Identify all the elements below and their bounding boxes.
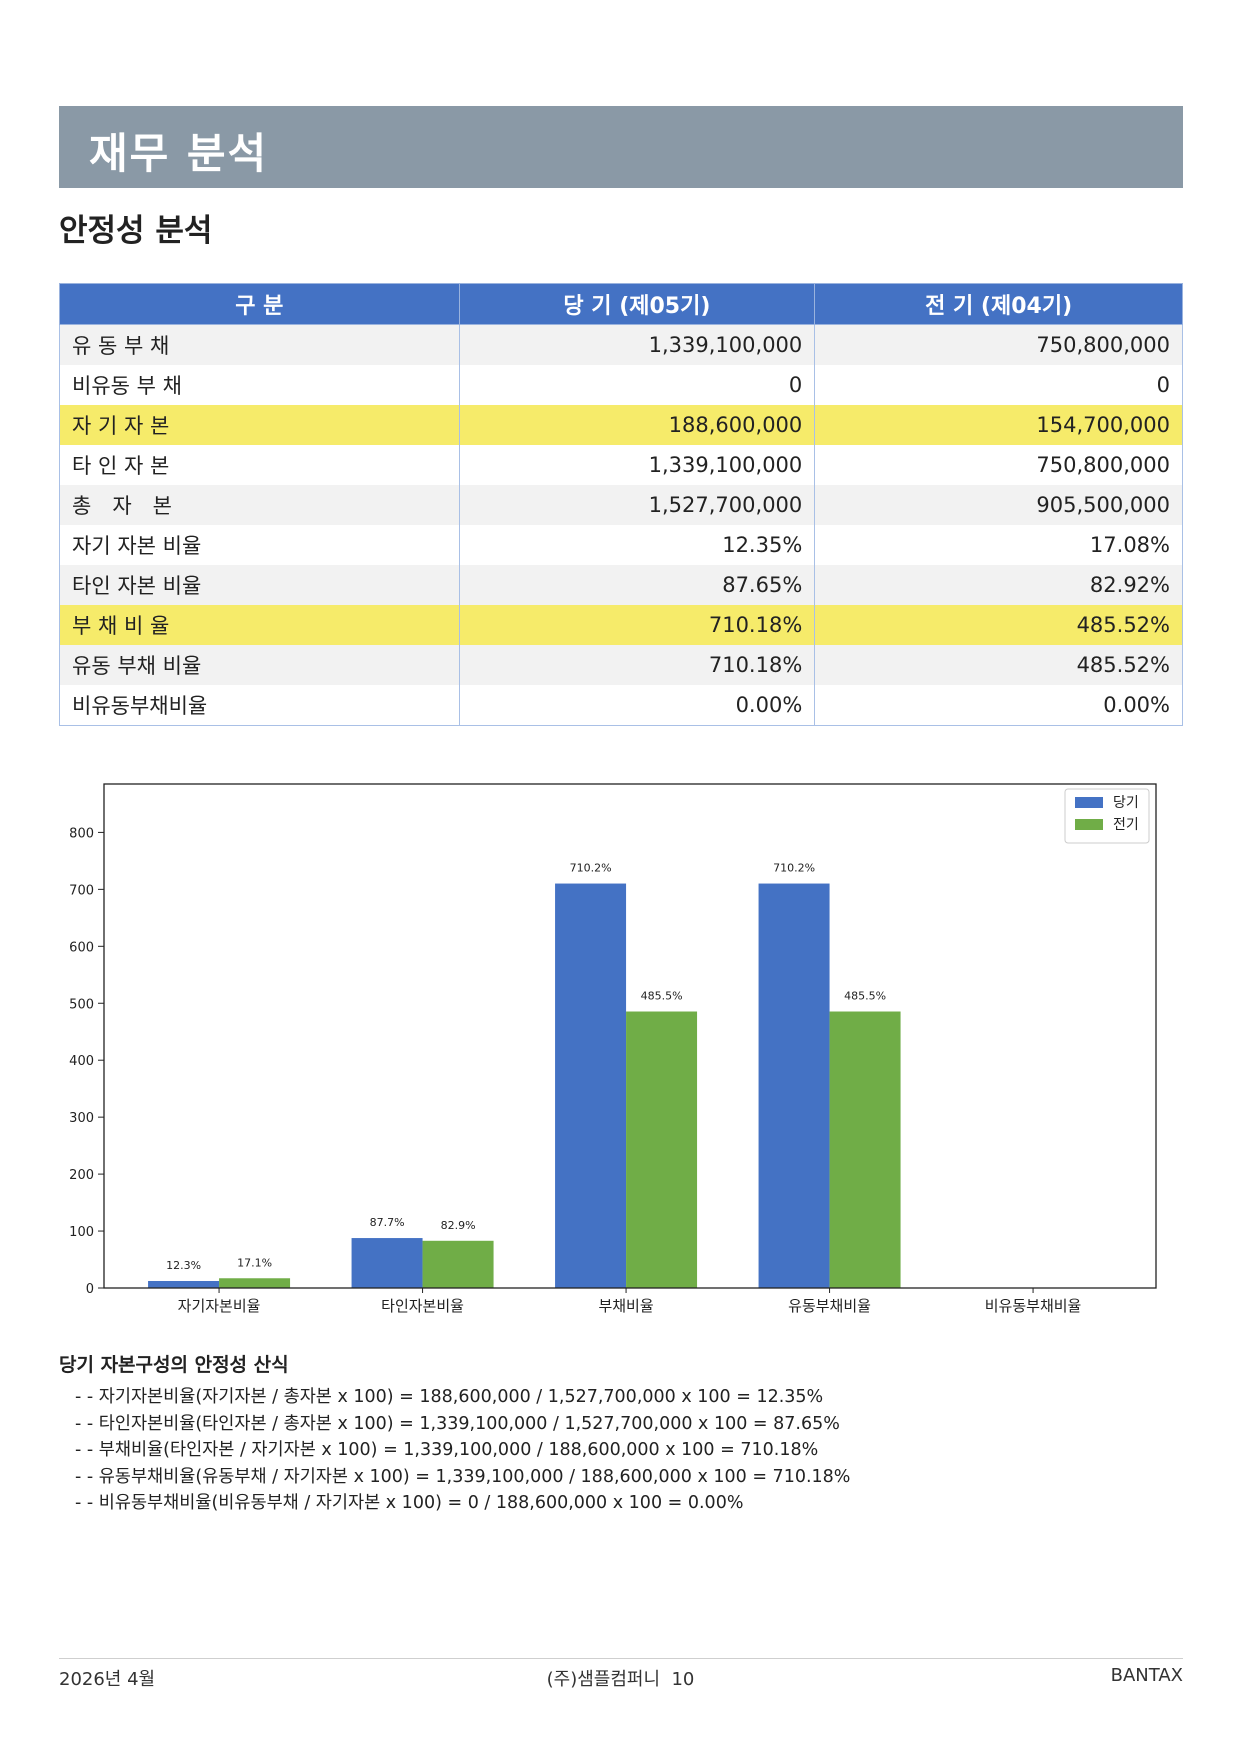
y-tick-label: 100 [69, 1225, 94, 1240]
y-tick-label: 300 [69, 1111, 94, 1126]
column-header-prior: 전 기 (제04기) [814, 283, 1183, 325]
x-tick-label: 부채비율 [598, 1297, 653, 1315]
table-row: 타 인 자 본 1,339,100,000 750,800,000 [59, 445, 1183, 485]
footer-company-page: (주)샘플컴퍼니 10 [546, 1669, 695, 1690]
y-tick-label: 500 [69, 997, 94, 1012]
row-label: 타인 자본 비율 [59, 565, 460, 605]
ratio-bar-chart: 0 100 200 300 400 500 600 700 800 12.3% 17.1% 자기자본비… [69, 783, 1157, 1315]
legend-swatch [1075, 819, 1103, 830]
row-current-value: 87.65% [458, 565, 816, 605]
bar-prior [626, 1011, 698, 1288]
row-current-value: 0.00% [458, 685, 816, 726]
formula-item: - - 유동부채비율(유동부채 / 자기자본 x 100) = 1,339,10… [75, 1466, 851, 1487]
bar-data-label: 485.5% [641, 990, 683, 1003]
row-prior-value: 0.00% [814, 685, 1183, 726]
bar-prior [219, 1278, 291, 1288]
row-prior-value: 905,500,000 [814, 485, 1183, 525]
table-row: 유동 부채 비율 710.18% 485.52% [59, 645, 1183, 685]
row-current-value: 0 [458, 365, 816, 405]
row-label: 비유동 부 채 [59, 365, 460, 405]
section-title: 안정성 분석 [59, 213, 213, 249]
x-tick-label: 타인자본비율 [381, 1297, 464, 1315]
formula-item: - - 비유동부채비율(비유동부채 / 자기자본 x 100) = 0 / 18… [75, 1493, 744, 1514]
y-tick-label: 200 [69, 1168, 94, 1183]
row-label: 타 인 자 본 [59, 445, 460, 485]
table-row: 총 자 본 1,527,700,000 905,500,000 [59, 485, 1183, 525]
bar-data-label: 12.3% [166, 1259, 201, 1272]
page-title: 재무 분석 [89, 129, 269, 178]
table-row: 자 기 자 본 188,600,000 154,700,000 [59, 405, 1183, 445]
bar-current [555, 883, 627, 1288]
row-current-value: 188,600,000 [458, 405, 816, 445]
row-label: 유동 부채 비율 [59, 645, 460, 685]
table-header-row: 구 분 당 기 (제05기) 전 기 (제04기) [59, 283, 1183, 325]
x-tick-label: 자기자본비율 [178, 1297, 261, 1315]
formula-item: - - 타인자본비율(타인자본 / 총자본 x 100) = 1,339,100… [75, 1413, 840, 1434]
row-current-value: 1,339,100,000 [458, 445, 816, 485]
row-prior-value: 82.92% [814, 565, 1183, 605]
footer-date: 2026년 4월 [59, 1669, 156, 1690]
row-current-value: 710.18% [458, 645, 816, 685]
x-tick-label: 비유동부채비율 [985, 1297, 1082, 1315]
footer-brand: BANTAX [1110, 1665, 1183, 1686]
y-tick-label: 600 [69, 940, 94, 955]
bar-data-label: 17.1% [237, 1256, 272, 1269]
plot-frame [103, 783, 1157, 1289]
table-row: 유 동 부 채 1,339,100,000 750,800,000 [59, 324, 1183, 365]
row-prior-value: 0 [814, 365, 1183, 405]
row-label: 자 기 자 본 [59, 405, 460, 445]
row-prior-value: 485.52% [814, 605, 1183, 645]
row-prior-value: 485.52% [814, 645, 1183, 685]
y-tick-label: 0 [86, 1282, 94, 1297]
formula-section-title: 당기 자본구성의 안정성 산식 [59, 1354, 289, 1376]
bar-data-label: 87.7% [370, 1216, 405, 1229]
row-current-value: 1,527,700,000 [458, 485, 816, 525]
legend-label: 당기 [1113, 795, 1139, 811]
row-label: 비유동부채비율 [59, 685, 460, 726]
row-prior-value: 750,800,000 [814, 324, 1183, 365]
x-tick-label: 유동부채비율 [788, 1297, 871, 1315]
row-current-value: 1,339,100,000 [458, 324, 816, 365]
bar-prior [829, 1011, 901, 1288]
footer-divider [59, 1658, 1183, 1659]
row-label: 부 채 비 율 [59, 605, 460, 645]
bar-prior [422, 1240, 494, 1288]
row-label: 총 자 본 [59, 485, 460, 525]
formula-list: - - 자기자본비율(자기자본 / 총자본 x 100) = 188,600,0… [75, 1384, 850, 1517]
table-row: 타인 자본 비율 87.65% 82.92% [59, 565, 1183, 605]
column-header-current: 당 기 (제05기) [458, 283, 816, 325]
table-row: 부 채 비 율 710.18% 485.52% [59, 605, 1183, 645]
bar-current [758, 883, 830, 1288]
bar-data-label: 710.2% [773, 862, 815, 875]
bar-data-label: 485.5% [844, 990, 886, 1003]
row-label: 유 동 부 채 [59, 324, 460, 365]
column-header-category: 구 분 [59, 283, 460, 325]
bar-data-label: 82.9% [441, 1219, 476, 1232]
y-tick-label: 800 [69, 826, 94, 841]
legend-swatch [1075, 797, 1103, 808]
page-banner: 재무 분석 [59, 106, 1183, 188]
row-current-value: 710.18% [458, 605, 816, 645]
row-current-value: 12.35% [458, 525, 816, 565]
formula-item: - - 부채비율(타인자본 / 자기자본 x 100) = 1,339,100,… [75, 1440, 819, 1461]
legend-label: 전기 [1113, 817, 1139, 833]
row-label: 자기 자본 비율 [59, 525, 460, 565]
row-prior-value: 154,700,000 [814, 405, 1183, 445]
formula-item: - - 자기자본비율(자기자본 / 총자본 x 100) = 188,600,0… [75, 1387, 824, 1407]
y-tick-label: 400 [69, 1054, 94, 1069]
table-row: 자기 자본 비율 12.35% 17.08% [59, 525, 1183, 565]
row-prior-value: 17.08% [814, 525, 1183, 565]
y-tick-label: 700 [69, 883, 94, 898]
bar-data-label: 710.2% [570, 862, 612, 875]
bar-current [351, 1238, 423, 1288]
table-row: 비유동부채비율 0.00% 0.00% [59, 685, 1183, 726]
bar-current [148, 1280, 220, 1288]
stability-table: 구 분 당 기 (제05기) 전 기 (제04기) 유 동 부 채 1,339,1… [59, 283, 1183, 726]
row-prior-value: 750,800,000 [814, 445, 1183, 485]
